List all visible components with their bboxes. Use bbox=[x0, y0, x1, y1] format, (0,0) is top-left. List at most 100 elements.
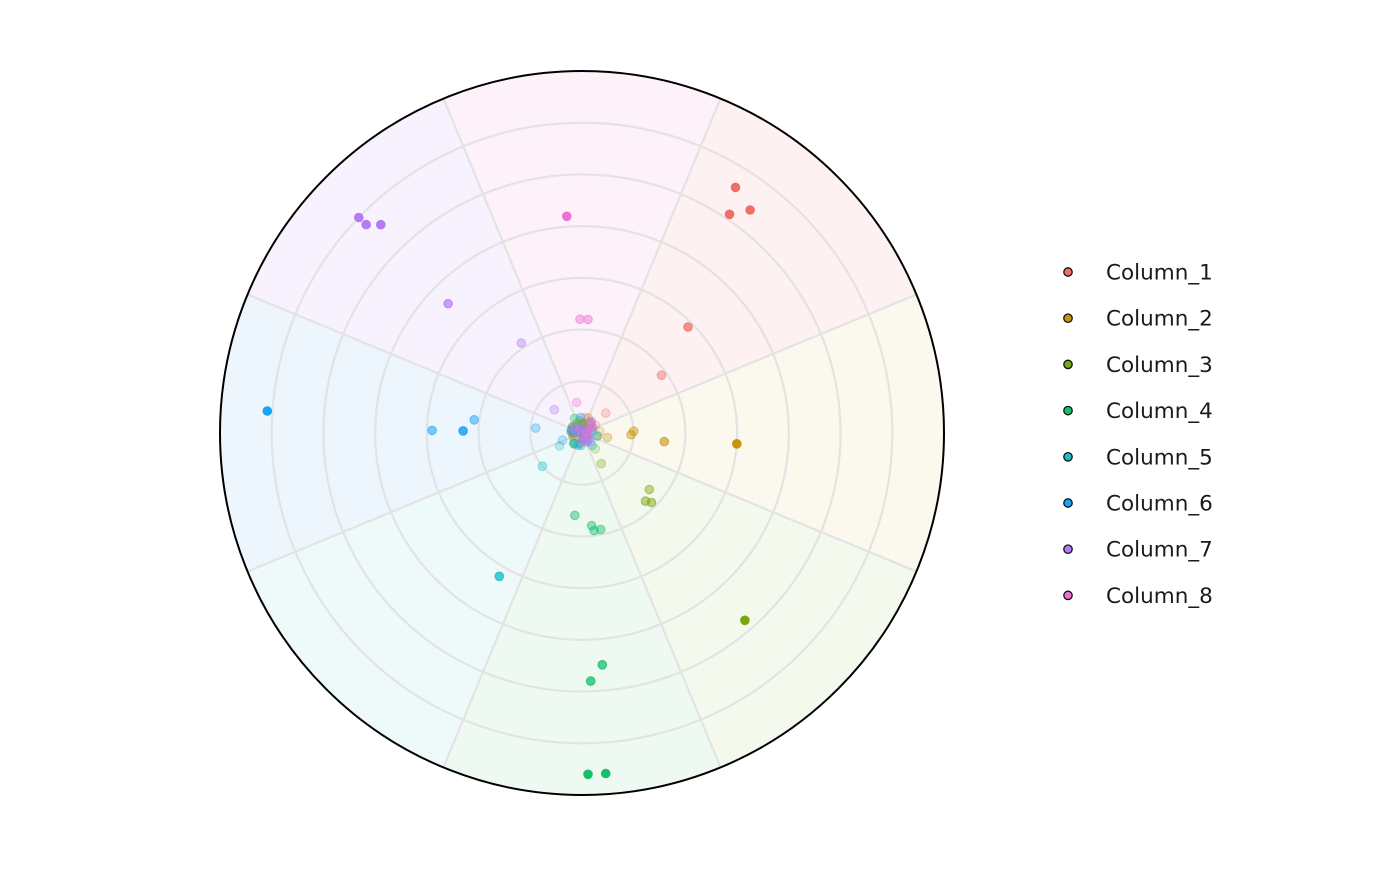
legend-item: Column_4 bbox=[1063, 399, 1213, 424]
data-point bbox=[583, 429, 594, 440]
data-point bbox=[575, 425, 585, 436]
data-point bbox=[730, 182, 741, 193]
data-point bbox=[562, 211, 572, 222]
data-point bbox=[568, 431, 578, 442]
data-point bbox=[656, 370, 667, 381]
data-point bbox=[659, 436, 670, 447]
data-point bbox=[516, 338, 527, 348]
data-point bbox=[587, 426, 598, 437]
legend-item: Column_6 bbox=[1063, 492, 1213, 517]
sector-background-4 bbox=[443, 433, 721, 795]
data-point bbox=[595, 524, 606, 535]
legend-label: Column_1 bbox=[1106, 261, 1213, 286]
data-point bbox=[586, 416, 596, 427]
data-point bbox=[586, 417, 597, 428]
data-point bbox=[537, 461, 548, 472]
series-Column_7 bbox=[354, 212, 560, 415]
data-point bbox=[575, 438, 586, 449]
data-point bbox=[576, 437, 587, 447]
data-point bbox=[566, 424, 577, 434]
legend-marker bbox=[1063, 498, 1073, 508]
data-point bbox=[569, 430, 579, 441]
data-point bbox=[590, 420, 601, 431]
data-point bbox=[578, 419, 588, 429]
grid-ring-6 bbox=[270, 121, 894, 745]
data-point bbox=[581, 435, 592, 446]
data-point bbox=[567, 422, 578, 432]
data-point bbox=[582, 427, 592, 437]
data-point bbox=[601, 768, 611, 779]
data-point bbox=[644, 484, 655, 495]
data-point bbox=[582, 428, 592, 439]
series-Column_3 bbox=[590, 444, 750, 626]
data-point bbox=[593, 431, 603, 441]
data-point bbox=[724, 209, 735, 220]
data-point bbox=[578, 425, 589, 436]
data-point bbox=[626, 429, 636, 440]
data-point bbox=[569, 413, 580, 424]
data-point bbox=[580, 429, 591, 440]
data-point bbox=[584, 431, 594, 442]
data-point bbox=[577, 433, 588, 443]
grid-spoke-1 bbox=[580, 98, 722, 434]
data-point bbox=[640, 496, 651, 506]
legend-label: Column_3 bbox=[1106, 353, 1213, 378]
legend-item: Column_1 bbox=[1063, 261, 1213, 286]
data-point bbox=[580, 433, 590, 444]
legend-item: Column_3 bbox=[1063, 353, 1213, 378]
data-point bbox=[590, 444, 601, 454]
series-Column_2 bbox=[595, 426, 742, 449]
data-point bbox=[573, 426, 583, 437]
data-point bbox=[569, 439, 580, 449]
data-point bbox=[578, 418, 588, 429]
legend-label: Column_5 bbox=[1106, 445, 1213, 470]
data-point bbox=[376, 219, 386, 230]
data-point bbox=[443, 298, 453, 309]
center-cluster bbox=[566, 412, 603, 451]
data-point bbox=[583, 422, 594, 433]
grid-spoke-3 bbox=[581, 431, 917, 573]
sector-background-5 bbox=[247, 433, 582, 768]
data-point bbox=[587, 422, 598, 433]
data-point bbox=[572, 419, 582, 429]
legend-label: Column_8 bbox=[1106, 584, 1213, 609]
legend-label: Column_4 bbox=[1106, 399, 1213, 424]
grid-ring-1 bbox=[529, 380, 635, 486]
data-point bbox=[566, 426, 576, 436]
data-point bbox=[494, 571, 505, 582]
grid-spoke-4 bbox=[580, 432, 722, 768]
sector-background-3 bbox=[582, 433, 917, 768]
data-point bbox=[572, 422, 583, 433]
data-point bbox=[568, 428, 578, 439]
sector-background-2 bbox=[582, 294, 944, 572]
data-point bbox=[354, 212, 364, 223]
legend-label: Column_7 bbox=[1106, 538, 1213, 563]
data-point bbox=[577, 423, 588, 434]
data-point bbox=[602, 432, 613, 443]
data-point bbox=[427, 425, 437, 436]
data-point bbox=[549, 404, 560, 415]
grid-spoke-8 bbox=[442, 98, 584, 434]
data-point bbox=[578, 418, 588, 429]
data-point bbox=[576, 440, 586, 451]
sector-background-1 bbox=[582, 98, 917, 434]
legend-item: Column_7 bbox=[1063, 538, 1213, 563]
data-point bbox=[579, 412, 590, 423]
legend-label: Column_6 bbox=[1106, 492, 1213, 517]
legend-item: Column_2 bbox=[1063, 307, 1213, 332]
series-Column_1 bbox=[590, 182, 755, 431]
data-point bbox=[587, 440, 598, 451]
data-point bbox=[584, 423, 595, 433]
data-point bbox=[577, 421, 588, 432]
data-point bbox=[587, 422, 597, 432]
data-point bbox=[361, 219, 372, 230]
data-point bbox=[596, 458, 607, 469]
polar-grid bbox=[247, 98, 917, 768]
grid-spoke-5 bbox=[442, 432, 584, 768]
grid-spoke-7 bbox=[247, 293, 583, 435]
data-point bbox=[582, 437, 592, 447]
legend-marker bbox=[1063, 405, 1073, 416]
data-point bbox=[469, 415, 480, 425]
sector-background-8 bbox=[443, 71, 721, 433]
legend-label: Column_2 bbox=[1106, 307, 1213, 332]
